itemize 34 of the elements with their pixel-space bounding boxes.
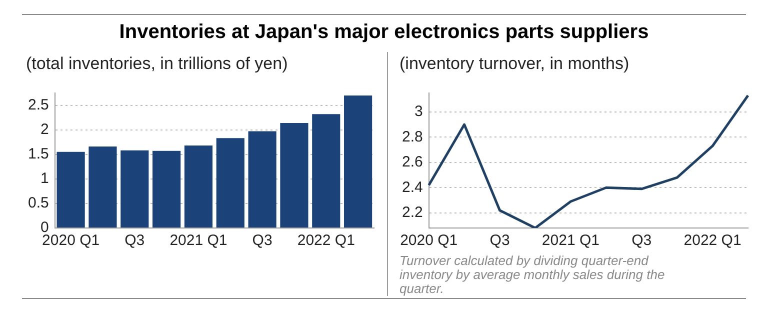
y-tick-label: 2.6 — [401, 154, 422, 171]
y-tick-label: 2.8 — [401, 128, 422, 146]
bar — [56, 152, 85, 228]
y-tick-label: 1.5 — [28, 146, 49, 163]
y-tick-label: 2.5 — [28, 96, 49, 114]
x-tick-label: 2022 Q1 — [297, 232, 355, 250]
x-tick-label: 2021 Q1 — [170, 232, 228, 250]
bar — [120, 150, 149, 228]
bar — [184, 146, 213, 228]
bar — [216, 138, 244, 228]
bar — [280, 122, 308, 228]
chart-title: Inventories at Japan's major electronics parts suppliers — [118, 21, 650, 44]
y-tick-label: 3 — [414, 103, 422, 120]
bar — [248, 131, 276, 228]
y-tick-label: 1 — [40, 170, 49, 188]
bar — [88, 146, 117, 228]
x-tick-label: Q3 — [631, 232, 652, 250]
y-tick-label: 0.5 — [28, 194, 49, 212]
y-tick-label: 2.2 — [401, 204, 422, 221]
bar — [312, 114, 340, 228]
y-tick-label: 2 — [40, 120, 49, 138]
chart-subtitle: (inventory turnover, in months) — [400, 54, 630, 74]
x-tick-label: 2020 Q1 — [400, 232, 458, 250]
bar — [344, 95, 372, 228]
chart-subtitle: (total inventories, in trillions of yen) — [26, 54, 289, 74]
x-tick-label: Q3 — [124, 232, 145, 250]
y-tick-label: 2.4 — [401, 178, 422, 196]
x-tick-label: 2022 Q1 — [683, 232, 741, 250]
x-tick-label: 2020 Q1 — [42, 232, 100, 250]
text: Turnover calculated by dividing quarter-end inventory by average monthly sales during the quarter. — [400, 253, 666, 296]
x-tick-label: Q3 — [252, 232, 272, 250]
x-tick-label: 2021 Q1 — [541, 232, 599, 250]
x-tick-label: Q3 — [489, 232, 510, 250]
bar — [152, 150, 181, 228]
